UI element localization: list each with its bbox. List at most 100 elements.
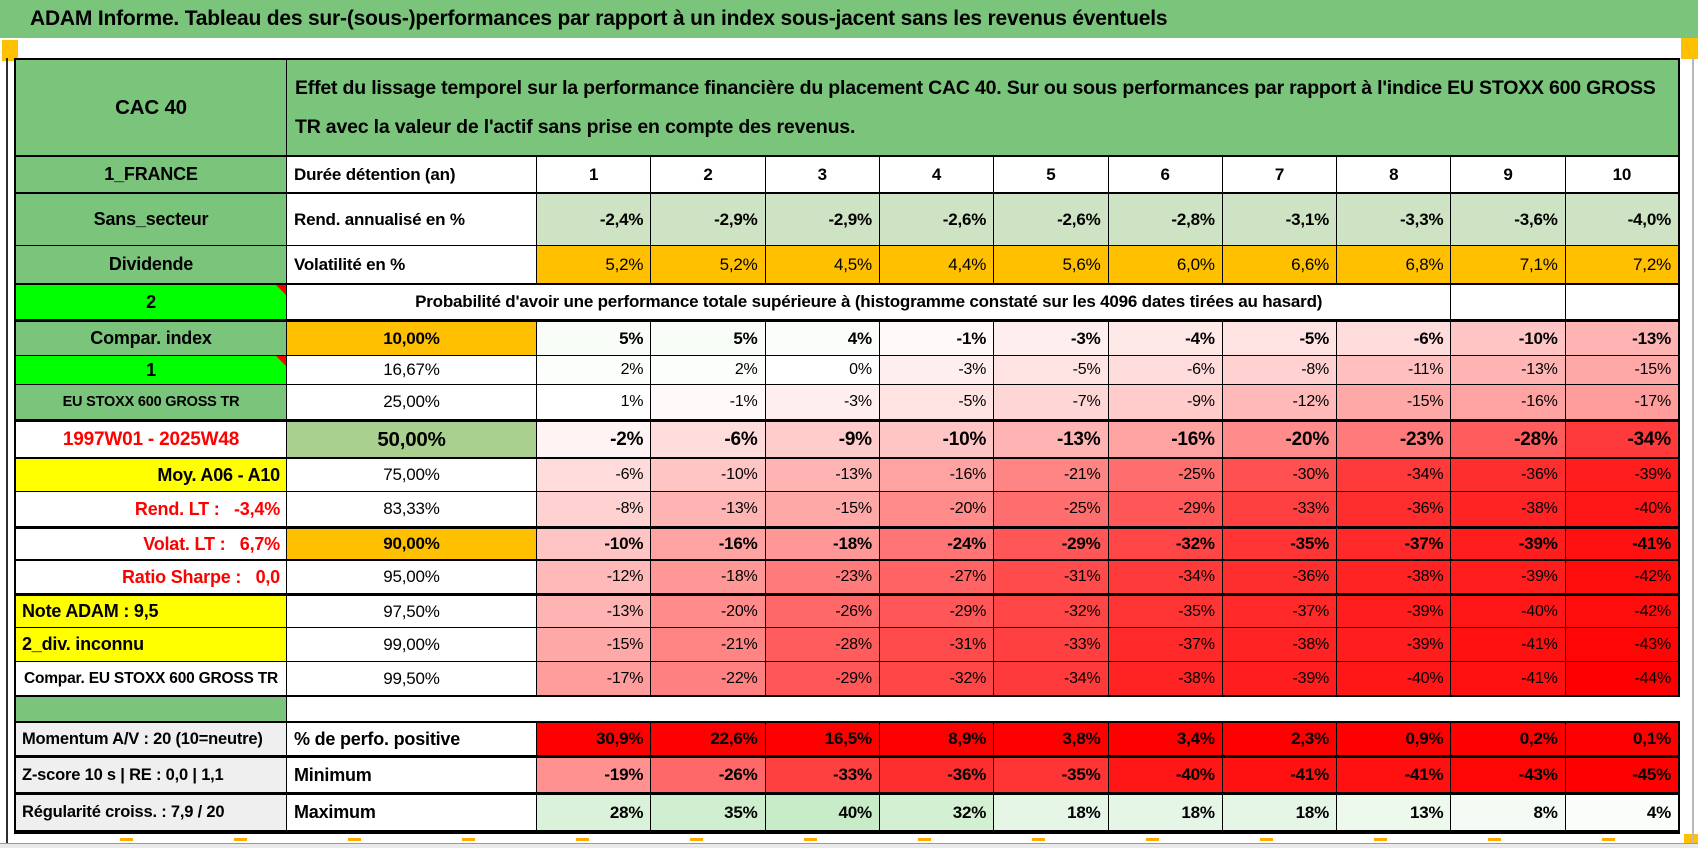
table-cell[interactable]: -38% <box>1337 561 1452 594</box>
table-cell[interactable]: 0% <box>765 356 880 385</box>
table-cell[interactable]: -16% <box>879 459 995 492</box>
table-cell[interactable]: -23% <box>1337 420 1452 459</box>
table-cell[interactable]: -41% <box>1451 628 1566 662</box>
table-cell[interactable]: -45% <box>1565 756 1680 793</box>
table-cell[interactable]: 22,6% <box>651 721 766 756</box>
table-cell[interactable]: 40% <box>765 793 880 831</box>
table-cell[interactable]: -15% <box>1565 356 1680 385</box>
table-cell[interactable]: 28% <box>537 793 652 831</box>
table-cell[interactable]: 2 <box>651 157 766 194</box>
row-header[interactable]: 10,00% <box>287 320 537 356</box>
compare-index-label[interactable]: Compar. index <box>16 320 287 356</box>
table-cell[interactable]: -36% <box>1222 561 1338 594</box>
table-cell[interactable]: -21% <box>651 628 766 662</box>
table-cell[interactable]: -29% <box>765 662 880 697</box>
table-cell[interactable]: -9% <box>765 420 880 459</box>
table-cell[interactable]: -6% <box>1337 320 1452 356</box>
table-cell[interactable]: 8,9% <box>879 721 995 756</box>
table-cell[interactable]: -43% <box>1451 756 1566 793</box>
table-cell[interactable]: -40% <box>1451 594 1566 628</box>
table-cell[interactable]: -19% <box>537 756 652 793</box>
row-header[interactable]: 99,50% <box>287 662 537 697</box>
table-cell[interactable]: -18% <box>651 561 766 594</box>
table-cell[interactable]: -9% <box>1108 385 1223 420</box>
table-cell[interactable]: 8% <box>1451 793 1566 831</box>
table-cell[interactable]: 4,4% <box>879 246 995 285</box>
table-cell[interactable]: -28% <box>765 628 880 662</box>
zscore-label[interactable]: Z-score 10 s | RE : 0,0 | 1,1 <box>16 756 287 793</box>
row-header[interactable]: Volatilité en % <box>287 246 537 285</box>
table-cell[interactable]: -3% <box>765 385 880 420</box>
table-cell[interactable]: -39% <box>1337 628 1452 662</box>
table-cell[interactable]: 18% <box>1222 793 1338 831</box>
table-cell[interactable]: -35% <box>1222 527 1338 561</box>
table-cell[interactable]: 5,2% <box>651 246 766 285</box>
table-cell[interactable]: -38% <box>1222 628 1338 662</box>
flag-cell-1[interactable]: 1 <box>16 356 287 385</box>
table-cell[interactable]: 0,1% <box>1565 721 1680 756</box>
table-cell[interactable]: -29% <box>994 527 1109 561</box>
table-cell[interactable]: -37% <box>1337 527 1452 561</box>
table-cell[interactable]: 3,4% <box>1108 721 1223 756</box>
table-cell[interactable]: -4% <box>1108 320 1223 356</box>
average-label[interactable]: Moy. A06 - A10 <box>16 459 287 492</box>
flag-cell-2[interactable]: 2 <box>16 285 287 320</box>
table-cell[interactable]: 4% <box>1565 793 1680 831</box>
table-cell[interactable]: -35% <box>994 756 1109 793</box>
table-cell[interactable]: 4 <box>879 157 995 194</box>
table-cell[interactable]: -32% <box>1108 527 1223 561</box>
table-cell[interactable]: -3% <box>879 356 995 385</box>
table-cell[interactable]: -13% <box>765 459 880 492</box>
row-header[interactable]: 95,00% <box>287 561 537 594</box>
table-cell[interactable]: 10 <box>1565 157 1680 194</box>
table-cell[interactable]: -30% <box>1222 459 1338 492</box>
table-cell[interactable]: -2,6% <box>879 194 995 246</box>
table-cell[interactable]: 4,5% <box>765 246 880 285</box>
regularity-label[interactable]: Régularité croiss. : 7,9 / 20 <box>16 793 287 831</box>
sharpe-ratio-label[interactable]: Ratio Sharpe : 0,0 <box>16 561 287 594</box>
long-term-return-label[interactable]: Rend. LT : -3,4% <box>16 492 287 527</box>
row-header[interactable]: 83,33% <box>287 492 537 527</box>
table-cell[interactable]: -34% <box>1337 459 1452 492</box>
long-term-volatility-label[interactable]: Volat. LT : 6,7% <box>16 527 287 561</box>
table-cell[interactable]: -10% <box>1451 320 1566 356</box>
table-cell[interactable]: -2,9% <box>651 194 766 246</box>
table-cell[interactable]: 1 <box>537 157 652 194</box>
row-header[interactable]: Minimum <box>287 756 537 793</box>
table-cell[interactable]: -33% <box>765 756 880 793</box>
table-cell[interactable]: 8 <box>1337 157 1452 194</box>
table-cell[interactable]: -36% <box>879 756 995 793</box>
dividend-unknown-label[interactable]: 2_div. inconnu <box>16 628 287 662</box>
table-cell[interactable]: 5,2% <box>537 246 652 285</box>
table-cell[interactable]: -13% <box>537 594 652 628</box>
table-cell[interactable]: -10% <box>537 527 652 561</box>
table-cell[interactable]: 5% <box>651 320 766 356</box>
table-cell[interactable]: -42% <box>1565 594 1680 628</box>
table-cell[interactable]: -26% <box>651 756 766 793</box>
table-cell[interactable]: -32% <box>879 662 995 697</box>
table-cell[interactable]: -34% <box>994 662 1109 697</box>
asset-name[interactable]: CAC 40 <box>16 60 287 157</box>
table-cell[interactable]: 3,8% <box>994 721 1109 756</box>
table-cell[interactable]: -17% <box>537 662 652 697</box>
empty-cell[interactable] <box>1565 285 1680 320</box>
table-cell[interactable]: -29% <box>879 594 995 628</box>
table-cell[interactable]: -2,9% <box>765 194 880 246</box>
table-cell[interactable]: -3,3% <box>1337 194 1452 246</box>
table-cell[interactable]: -44% <box>1565 662 1680 697</box>
table-cell[interactable]: 18% <box>1108 793 1223 831</box>
table-cell[interactable]: -15% <box>537 628 652 662</box>
table-cell[interactable]: -3,1% <box>1222 194 1338 246</box>
sector-label[interactable]: Sans_secteur <box>16 194 287 246</box>
table-cell[interactable]: -10% <box>879 420 995 459</box>
table-cell[interactable]: -13% <box>651 492 766 527</box>
table-cell[interactable]: -6% <box>1108 356 1223 385</box>
table-cell[interactable]: -18% <box>765 527 880 561</box>
table-cell[interactable]: -6% <box>651 420 766 459</box>
index-name-label[interactable]: EU STOXX 600 GROSS TR <box>16 385 287 420</box>
row-header[interactable]: 97,50% <box>287 594 537 628</box>
table-cell[interactable]: -35% <box>1108 594 1223 628</box>
table-cell[interactable]: -13% <box>1565 320 1680 356</box>
table-cell[interactable]: 6 <box>1108 157 1223 194</box>
table-cell[interactable]: -28% <box>1451 420 1566 459</box>
